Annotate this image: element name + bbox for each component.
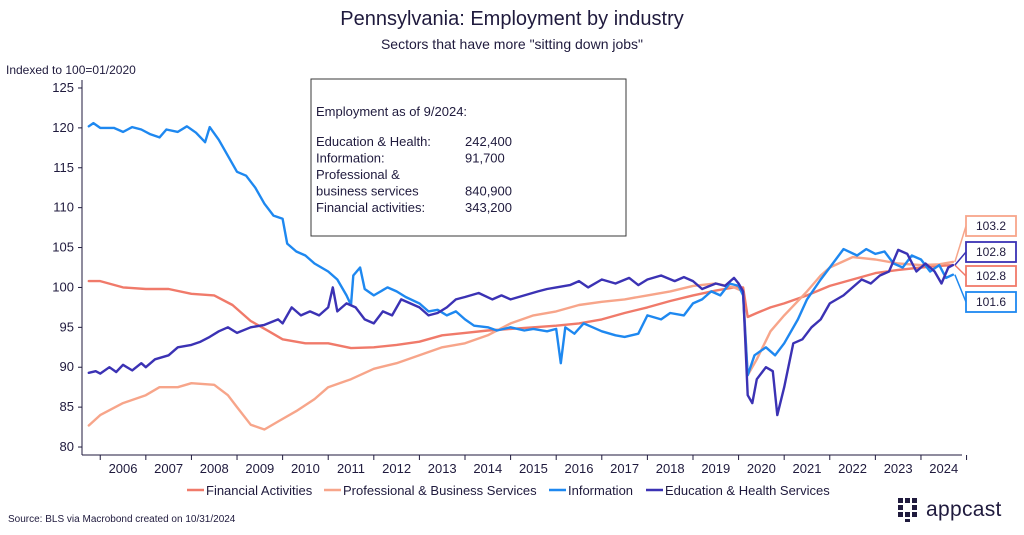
series-line-information	[87, 121, 955, 377]
appcast-logo-text: appcast	[926, 498, 1002, 521]
x-axis: 2006 2007 2008 2009 2010 2011 2012 2013 2014 2015…	[82, 454, 968, 476]
appcast-logo: appcast	[898, 498, 1002, 522]
y-tick-label: 105	[52, 240, 74, 255]
series-line-education-health-services	[87, 248, 955, 417]
x-tick-label: 2019	[701, 461, 730, 476]
annotation-row-label: business services	[316, 184, 419, 199]
x-tick-label: 2023	[884, 461, 913, 476]
chart-title: Pennsylvania: Employment by industry	[340, 8, 684, 30]
y-tick-label: 80	[60, 439, 74, 454]
annotation-row-label: Education & Health:	[316, 134, 431, 149]
x-tick-label: 2015	[519, 461, 548, 476]
x-tick-label: 2017	[610, 461, 639, 476]
x-tick-label: 2011	[337, 461, 365, 476]
annotation-row-label: Information:	[316, 151, 385, 166]
annotation-row-label: Financial activities:	[316, 200, 425, 215]
x-tick-label: 2024	[929, 461, 958, 476]
source-note: Source: BLS via Macrobond created on 10/…	[8, 514, 236, 525]
appcast-logo-icon	[898, 498, 922, 522]
x-tick-label: 2016	[565, 461, 594, 476]
end-label-connector	[954, 225, 967, 263]
end-label-value: 101.6	[976, 295, 1006, 309]
y-tick-label: 115	[53, 160, 74, 175]
end-label-box	[965, 215, 1017, 237]
y-tick-label: 95	[60, 319, 74, 334]
end-label-connector	[954, 251, 967, 266]
y-tick-label: 90	[60, 359, 74, 374]
x-tick-label: 2009	[245, 461, 274, 476]
end-label-value: 103.2	[976, 219, 1006, 233]
y-tick-label: 120	[52, 120, 74, 135]
x-tick-label: 2020	[747, 461, 776, 476]
y-axis: 80 85 90 95 100 105 110 115 120 125	[52, 80, 83, 455]
annotation-frame	[310, 78, 627, 237]
y-tick-label: 125	[52, 80, 74, 95]
end-label-value: 102.8	[976, 245, 1006, 259]
y-tick-label: 100	[52, 279, 74, 294]
series-lines	[87, 121, 955, 431]
x-tick-label: 2013	[428, 461, 457, 476]
x-tick-label: 2008	[200, 461, 229, 476]
y-tick-label: 85	[60, 399, 74, 414]
end-labels: 102.8 103.2 101.6 102.8	[954, 215, 1017, 313]
x-tick-label: 2021	[793, 461, 822, 476]
end-label-connector	[954, 264, 967, 277]
x-tick-label: 2012	[382, 461, 411, 476]
y-axis-label: Indexed to 100=01/2020	[6, 63, 136, 77]
chart-subtitle: Sectors that have more "sitting down job…	[381, 36, 643, 52]
end-label-box	[965, 241, 1017, 263]
series-line-professional-business-services	[87, 255, 955, 431]
end-label-box	[965, 265, 1017, 287]
annotation-row-value: 343,200	[465, 200, 512, 215]
annotation-row-value: 91,700	[465, 151, 505, 166]
annotation-row-label: Professional &	[316, 167, 400, 182]
end-label-connector	[954, 274, 967, 303]
x-tick-label: 2007	[154, 461, 183, 476]
y-tick-label: 110	[53, 200, 74, 215]
legend-label: Professional & Business Services	[343, 483, 537, 498]
x-tick-label: 2006	[109, 461, 138, 476]
legend-label: Financial Activities	[206, 483, 313, 498]
x-tick-label: 2022	[838, 461, 867, 476]
end-label-box	[965, 291, 1017, 313]
x-tick-label: 2014	[473, 461, 502, 476]
legend: Financial Activities Professional & Busin…	[187, 483, 830, 498]
end-label-value: 102.8	[976, 269, 1006, 283]
annotation-heading: Employment as of 9/2024:	[316, 104, 467, 119]
x-tick-label: 2010	[291, 461, 320, 476]
annotation-row-value: 840,900	[465, 184, 512, 199]
x-tick-label: 2018	[656, 461, 685, 476]
annotation-box: Employment as of 9/2024: Education & Hea…	[310, 78, 627, 237]
legend-label: Education & Health Services	[665, 483, 830, 498]
annotation-row-value: 242,400	[465, 134, 512, 149]
legend-label: Information	[568, 483, 633, 498]
